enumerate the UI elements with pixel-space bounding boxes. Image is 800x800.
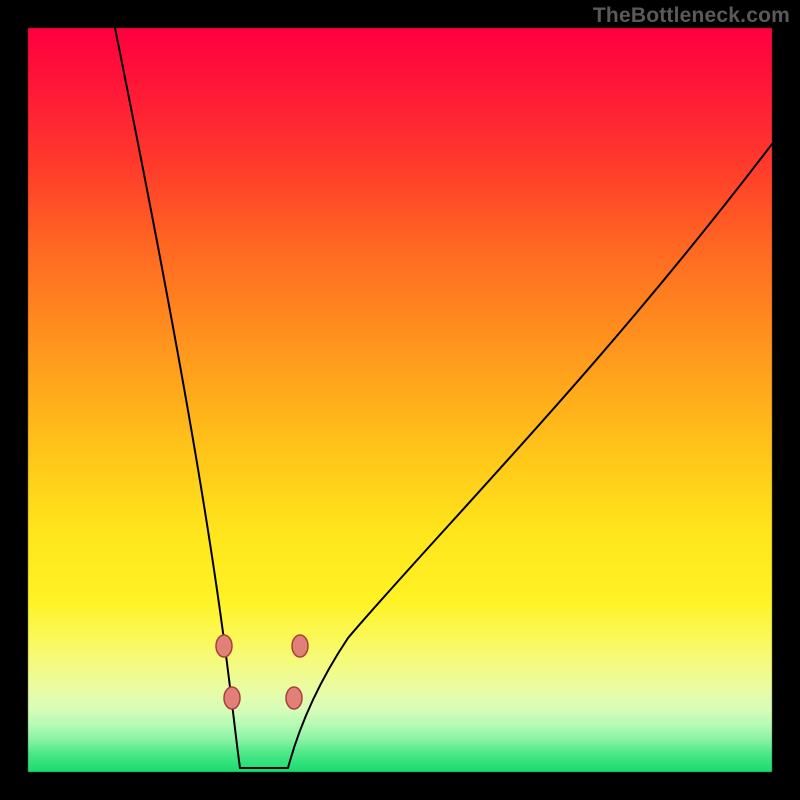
gradient-background (0, 0, 800, 800)
chart-stage: TheBottleneck.com (0, 0, 800, 800)
watermark-link[interactable]: TheBottleneck.com (593, 4, 790, 28)
